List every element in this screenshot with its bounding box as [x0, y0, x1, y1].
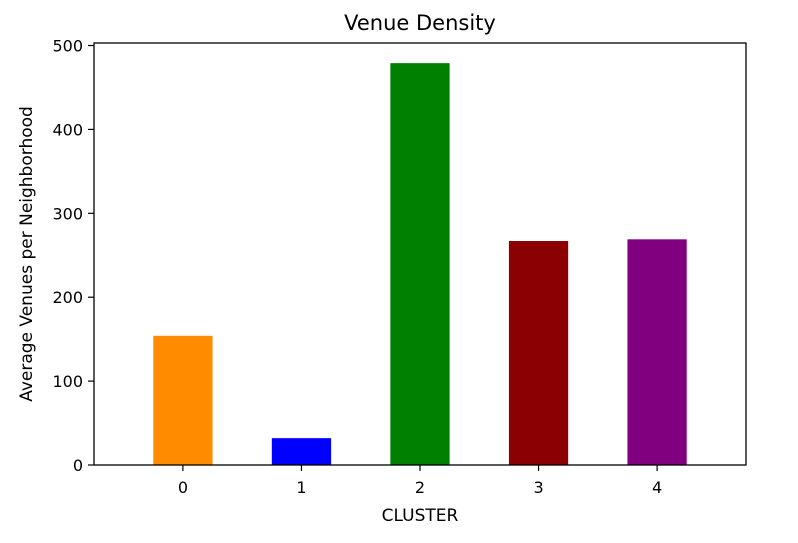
x-axis-ticks: 0 1 2 3 4: [178, 465, 662, 497]
bar-cluster-0: [153, 335, 213, 465]
x-tick-label: 2: [415, 478, 425, 497]
x-tick-label: 1: [296, 478, 306, 497]
x-tick-label: 3: [533, 478, 543, 497]
y-axis-ticks: 0 100 200 300 400 500: [52, 37, 94, 475]
y-tick-label: 400: [52, 120, 83, 139]
bar-cluster-3: [508, 240, 569, 465]
y-tick-label: 0: [73, 456, 83, 475]
chart-title: Venue Density: [344, 11, 496, 35]
bar-cluster-1: [271, 438, 332, 465]
x-tick-label: 0: [178, 478, 188, 497]
y-tick-label: 500: [52, 37, 83, 56]
y-axis-label: Average Venues per Neighborhood: [17, 106, 37, 402]
x-axis-label: CLUSTER: [382, 506, 459, 526]
bar-cluster-2: [390, 63, 450, 465]
y-tick-label: 300: [52, 204, 83, 223]
y-tick-label: 100: [52, 372, 83, 391]
x-tick-label: 4: [652, 478, 662, 497]
bar-cluster-4: [627, 239, 687, 465]
plot-frame: [93, 42, 747, 466]
bars-group: [153, 63, 687, 465]
y-tick-label: 200: [52, 288, 83, 307]
